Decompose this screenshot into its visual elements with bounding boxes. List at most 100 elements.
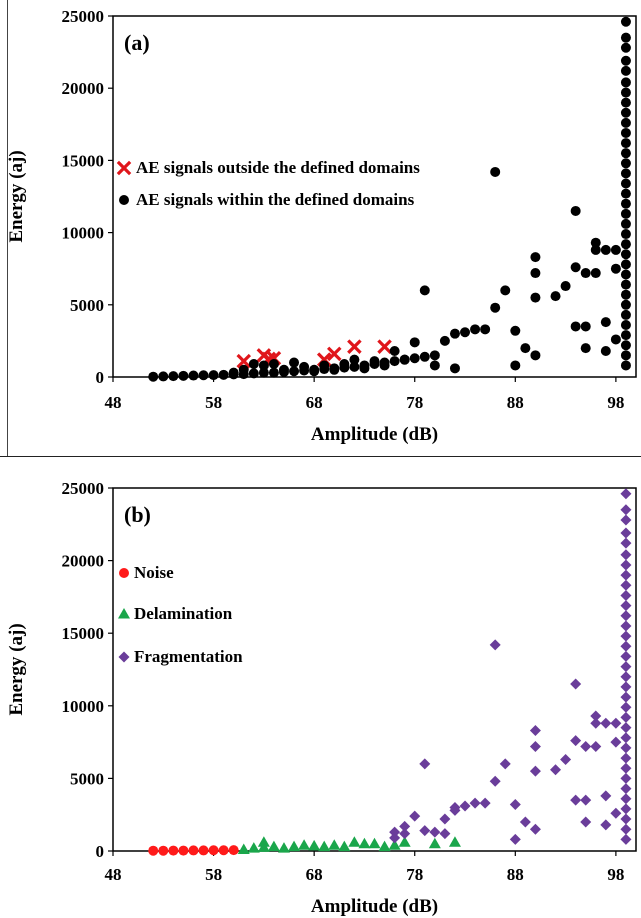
data-point — [620, 569, 632, 581]
x-tick-label: 48 — [105, 393, 122, 412]
data-point — [359, 363, 370, 374]
data-point — [489, 639, 501, 651]
data-point — [278, 364, 289, 375]
y-tick-label: 15000 — [62, 624, 105, 643]
panel-divider — [0, 456, 641, 457]
plot-frame — [112, 487, 637, 852]
data-point — [620, 559, 632, 571]
legend-label: AE signals outside the defined domains — [136, 158, 420, 177]
data-point — [620, 650, 632, 662]
data-point — [347, 339, 362, 354]
data-point — [620, 158, 631, 169]
data-point — [620, 239, 631, 250]
data-point — [268, 359, 279, 370]
data-point — [560, 281, 571, 292]
data-point — [398, 836, 411, 847]
data-point — [247, 842, 260, 853]
data-point — [328, 839, 341, 850]
data-point — [620, 168, 631, 179]
data-point — [610, 244, 621, 255]
data-point — [228, 845, 239, 856]
y-tick-label: 25000 — [62, 479, 105, 498]
data-point — [610, 263, 621, 274]
data-point — [600, 317, 611, 328]
data-point — [248, 368, 259, 379]
data-point — [490, 302, 501, 313]
data-point — [288, 840, 301, 852]
data-point — [620, 783, 632, 795]
data-point — [439, 335, 450, 346]
data-point — [530, 252, 541, 263]
data-point — [429, 360, 440, 371]
data-point — [620, 711, 632, 723]
data-point — [510, 360, 521, 371]
data-point — [620, 138, 631, 149]
data-point — [409, 337, 420, 348]
data-point — [238, 364, 249, 375]
data-point — [600, 244, 611, 255]
data-point — [620, 279, 631, 290]
data-point — [399, 820, 411, 832]
data-point — [620, 752, 632, 764]
data-point — [620, 661, 632, 673]
data-point — [308, 839, 321, 851]
data-point — [419, 285, 430, 296]
data-point — [148, 845, 159, 856]
data-point — [620, 589, 632, 601]
data-point — [570, 794, 582, 806]
data-point — [168, 845, 179, 856]
data-point — [620, 793, 632, 805]
series-noise — [148, 845, 239, 856]
data-point — [520, 343, 531, 354]
data-point — [620, 269, 631, 280]
legend-label: Fragmentation — [134, 647, 243, 666]
data-point — [178, 370, 189, 381]
data-point — [620, 640, 632, 652]
data-point — [620, 833, 632, 845]
data-point — [510, 325, 521, 336]
data-point — [298, 839, 311, 850]
data-point — [560, 754, 572, 766]
data-point — [289, 366, 300, 377]
data-point — [389, 356, 400, 367]
data-point — [620, 289, 631, 300]
y-tick-label: 5000 — [70, 296, 104, 315]
left-border-line — [7, 0, 8, 456]
data-point — [530, 268, 541, 279]
legend-marker — [119, 195, 129, 205]
data-point — [228, 367, 239, 378]
data-point — [620, 671, 632, 683]
data-point — [620, 148, 631, 159]
data-point — [620, 701, 632, 713]
data-point — [198, 370, 209, 381]
data-point — [388, 839, 401, 850]
data-point — [299, 361, 310, 372]
data-point — [570, 678, 582, 690]
data-point — [620, 630, 632, 642]
data-point — [500, 285, 511, 296]
series-ae-signals-within-the-defined-domains — [148, 16, 631, 382]
data-point — [620, 610, 632, 622]
data-point — [208, 370, 219, 381]
data-point — [237, 843, 250, 855]
data-point — [439, 813, 451, 825]
x-tick-label: 78 — [406, 393, 423, 412]
x-tick-label: 88 — [507, 393, 524, 412]
data-point — [268, 367, 279, 378]
x-tick-label: 48 — [105, 865, 122, 884]
data-point — [570, 262, 581, 273]
data-point — [620, 691, 632, 703]
data-point — [530, 350, 541, 361]
data-point — [570, 735, 582, 747]
data-point — [327, 346, 342, 362]
data-point — [580, 268, 591, 279]
data-point — [369, 356, 380, 367]
data-point — [620, 127, 631, 138]
data-point — [620, 107, 631, 118]
data-point — [620, 722, 632, 734]
data-point — [519, 816, 531, 828]
data-point — [289, 357, 300, 368]
data-point — [409, 353, 420, 364]
data-point — [267, 840, 280, 852]
